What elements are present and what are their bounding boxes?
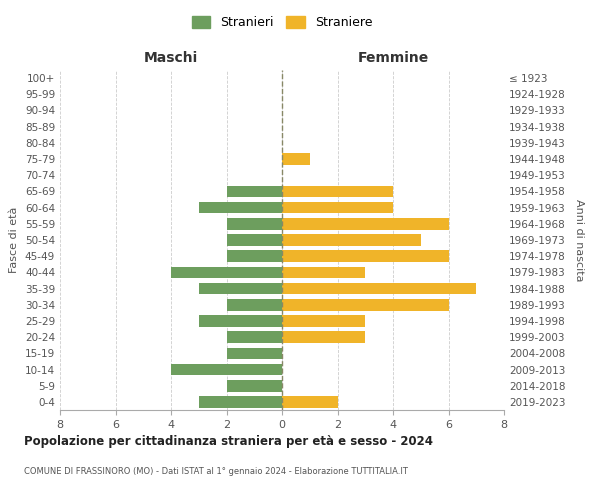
Legend: Stranieri, Straniere: Stranieri, Straniere [187,11,377,34]
Bar [227,218,282,230]
Bar [282,332,365,343]
Y-axis label: Anni di nascita: Anni di nascita [574,198,584,281]
Bar [282,315,365,327]
Bar [282,186,393,198]
Bar [282,396,337,407]
Text: Maschi: Maschi [144,51,198,65]
Bar [282,202,393,213]
Bar [227,299,282,310]
Bar [282,250,449,262]
Bar [199,315,282,327]
Bar [227,250,282,262]
Bar [282,299,449,310]
Text: Femmine: Femmine [358,51,428,65]
Bar [227,234,282,246]
Bar [227,380,282,392]
Text: COMUNE DI FRASSINORO (MO) - Dati ISTAT al 1° gennaio 2024 - Elaborazione TUTTITA: COMUNE DI FRASSINORO (MO) - Dati ISTAT a… [24,468,408,476]
Bar [282,282,476,294]
Bar [227,348,282,359]
Bar [227,186,282,198]
Bar [199,202,282,213]
Bar [171,266,282,278]
Bar [282,218,449,230]
Bar [282,234,421,246]
Bar [199,282,282,294]
Bar [227,332,282,343]
Bar [171,364,282,376]
Bar [282,266,365,278]
Bar [199,396,282,407]
Bar [282,153,310,165]
Y-axis label: Fasce di età: Fasce di età [10,207,19,273]
Text: Popolazione per cittadinanza straniera per età e sesso - 2024: Popolazione per cittadinanza straniera p… [24,435,433,448]
